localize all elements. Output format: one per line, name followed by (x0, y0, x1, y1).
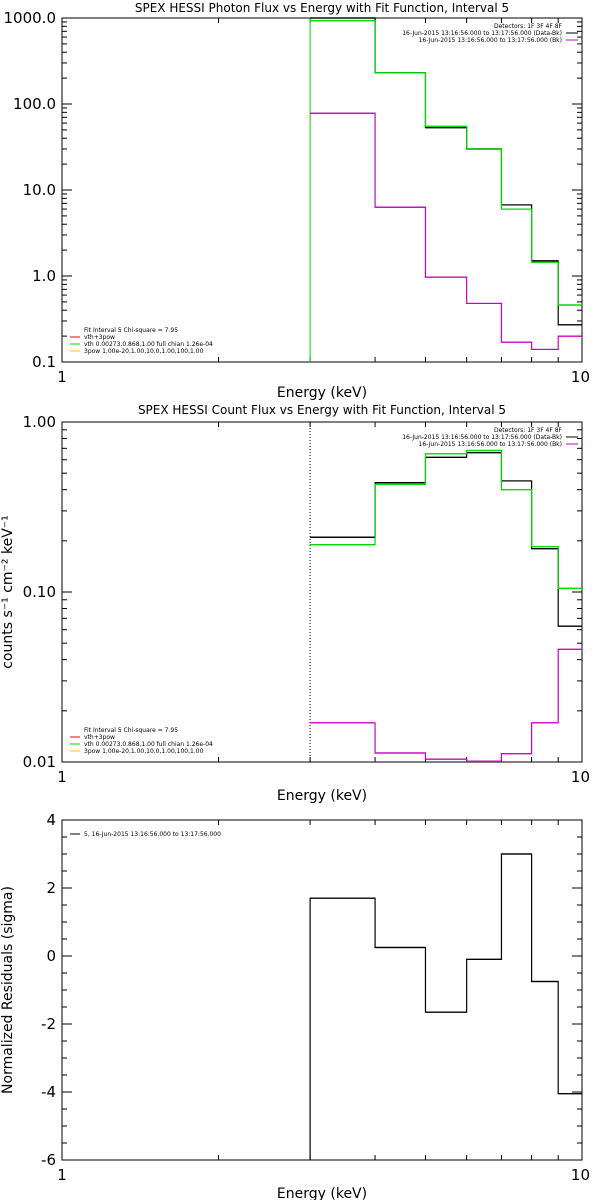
legend-entry: Detectors: 1F 3F 4F 8F (494, 23, 563, 30)
chart-title: SPEX HESSI Count Flux vs Energy with Fit… (138, 403, 506, 417)
series-line-bk (310, 112, 582, 351)
chart-title: SPEX HESSI Photon Flux vs Energy with Fi… (135, 1, 509, 15)
y-tick-label: 2 (46, 879, 56, 897)
chart-panel-2 (61, 421, 583, 763)
series-line-data (310, 17, 582, 326)
y-tick-label: 0.10 (23, 583, 56, 601)
x-tick-label: 1 (57, 768, 67, 786)
legend-entry: 3pow 1.00e-20,1.00,10.0,1.00,100,1.00 (84, 748, 204, 755)
legend-entry: 5, 16-Jun-2015 13:16:56.000 to 13:17:56.… (84, 831, 221, 838)
legend-entry: vth 0.00273,0.868,1.00 full chian 1.26e-… (84, 341, 213, 348)
legend-entry: 3pow 1.00e-20,1.00,10.0,1.00,100,1.00 (84, 348, 204, 355)
x-tick-label: 10 (571, 1166, 590, 1184)
x-tick-label: 10 (571, 368, 590, 386)
x-tick-label: 1 (57, 368, 67, 386)
y-axis-title: Normalized Residuals (sigma) (0, 886, 16, 1094)
series-line-data (310, 452, 582, 627)
y-tick-label: 1.00 (23, 413, 56, 431)
x-tick-label: 1 (57, 1166, 67, 1184)
y-tick-label: 0.01 (23, 753, 56, 771)
legend-entry: 16-Jun-2015 13:16:56.000 to 13:17:56.000… (402, 30, 562, 37)
series-line-bk (310, 648, 582, 762)
legend-entry: 16-Jun-2015 13:16:56.000 to 13:17:56.000… (402, 434, 562, 441)
x-axis-title: Energy (keV) (277, 1186, 367, 1200)
y-tick-label: 0.1 (32, 353, 56, 371)
y-tick-label: -2 (41, 1015, 56, 1033)
x-tick-label: 10 (571, 768, 590, 786)
legend-entry: Fit Interval 5 Chi-square = 7.95 (84, 727, 178, 734)
y-tick-label: 100.0 (13, 95, 56, 113)
legend-entry: vth+3pow (84, 734, 115, 741)
legend-entry: 16-Jun-2015 13:16:56.000 to 13:17:56.000… (419, 441, 562, 448)
series-line-data (309, 853, 582, 1160)
legend-entry: vth 0.00273,0.868,1.00 full chian 1.26e-… (84, 741, 213, 748)
legend-entry: Fit Interval 5 Chi-square = 7.95 (84, 327, 178, 334)
plot-frame (61, 17, 583, 363)
plot-frame (61, 819, 583, 1161)
y-tick-label: 0 (46, 947, 56, 965)
plot-frame (61, 421, 583, 763)
y-tick-label: -4 (41, 1083, 56, 1101)
chart-panel-1 (61, 17, 583, 363)
y-tick-label: -6 (41, 1151, 56, 1169)
chart-panel-3 (61, 819, 583, 1161)
y-tick-label: 4 (46, 811, 56, 829)
x-axis-title: Energy (keV) (277, 385, 367, 401)
y-tick-label: 10.0 (23, 181, 56, 199)
x-axis-title: Energy (keV) (277, 788, 367, 804)
y-tick-label: 1.0 (32, 267, 56, 285)
legend-entry: Detectors: 1F 3F 4F 8F (494, 427, 563, 434)
legend-entry: vth+3pow (84, 334, 115, 341)
legend-entry: 16-Jun-2015 13:16:56.000 to 13:17:56.000… (419, 37, 562, 44)
series-line-total (310, 449, 582, 589)
y-axis-title: counts s⁻¹ cm⁻² keV⁻¹ (0, 515, 16, 669)
y-tick-label: 1000.0 (4, 9, 57, 27)
